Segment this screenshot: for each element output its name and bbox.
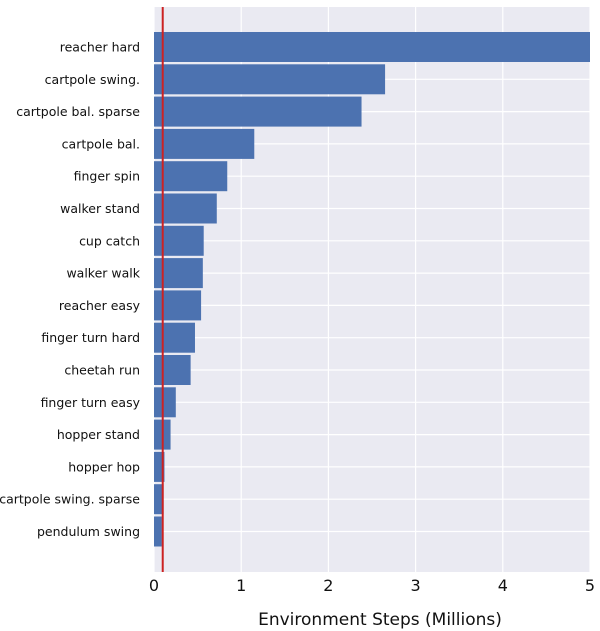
category-label: hopper hop (68, 459, 140, 474)
bar (154, 322, 195, 353)
category-label: finger spin (74, 169, 140, 184)
x-tick-label: 1 (236, 576, 246, 595)
x-tick-label: 3 (411, 576, 421, 595)
x-tick-label: 0 (149, 576, 159, 595)
bar (154, 161, 228, 192)
category-label: cheetah run (64, 363, 140, 378)
category-label: cartpole bal. sparse (16, 104, 140, 119)
category-label: cup catch (79, 233, 140, 248)
x-tick-label: 2 (323, 576, 333, 595)
bar (154, 32, 590, 62)
category-label: cartpole bal. (62, 136, 140, 151)
x-tick-labels: 0 1 2 3 4 5 (149, 576, 595, 595)
bar (154, 387, 176, 418)
category-label: pendulum swing (37, 524, 140, 539)
bar (154, 193, 217, 224)
bar (154, 290, 202, 321)
bar (154, 355, 191, 385)
category-labels: reacher hard cartpole swing. cartpole bal.… (0, 40, 141, 540)
bar (154, 451, 165, 482)
bar (154, 225, 204, 256)
category-label: hopper stand (57, 427, 140, 442)
x-tick-label: 5 (585, 576, 595, 595)
category-label: cartpole swing. (45, 72, 140, 87)
bar (154, 516, 162, 547)
bar (154, 64, 386, 95)
bar (154, 258, 203, 289)
category-label: reacher easy (59, 298, 141, 313)
category-label: walker walk (66, 266, 140, 281)
category-label: finger turn hard (41, 330, 140, 345)
category-label: reacher hard (60, 40, 140, 55)
bar (154, 128, 255, 159)
category-label: walker stand (60, 201, 140, 216)
bar (154, 484, 164, 515)
category-label: cartpole swing. sparse (0, 492, 140, 507)
bar (154, 96, 362, 127)
x-axis-title: Environment Steps (Millions) (258, 610, 502, 630)
x-tick-label: 4 (498, 576, 508, 595)
category-label: finger turn easy (41, 395, 141, 410)
